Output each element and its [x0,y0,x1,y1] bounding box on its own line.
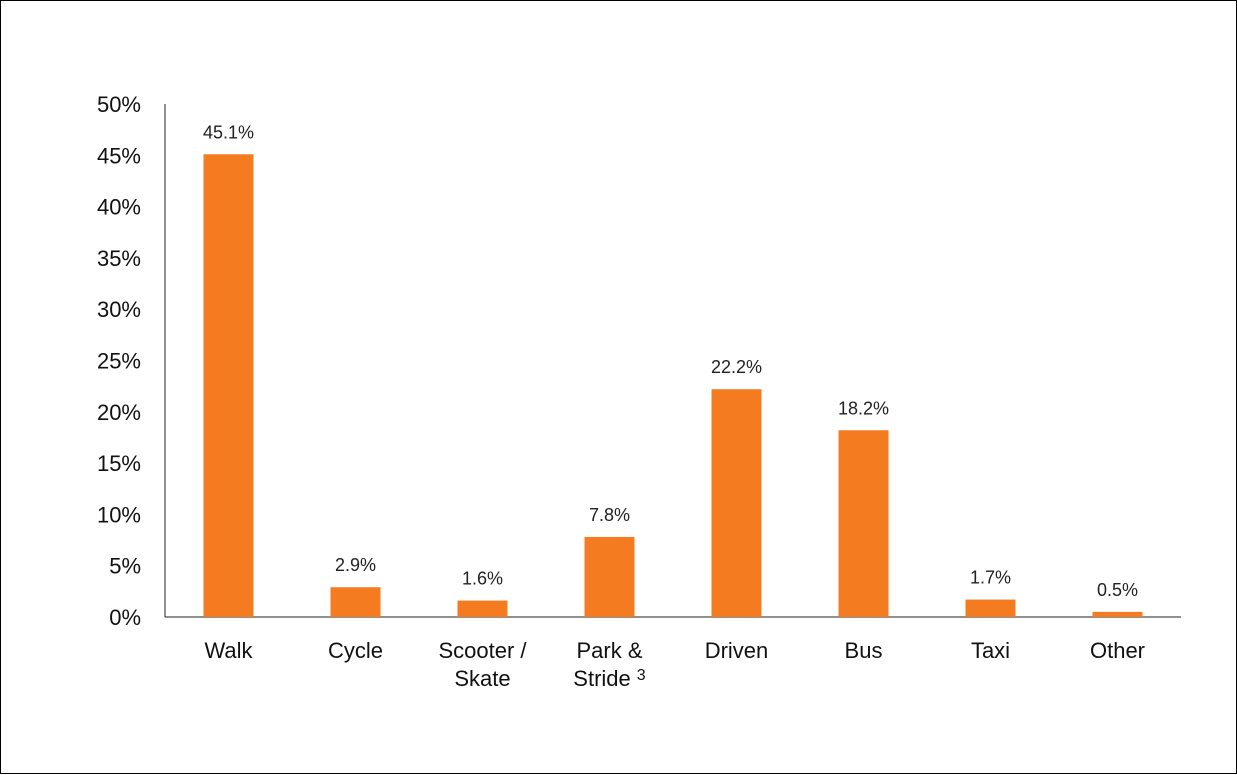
data-label: 2.9% [335,555,376,575]
y-tick-label: 30% [97,297,141,322]
y-tick-label: 15% [97,451,141,476]
data-label: 0.5% [1097,580,1138,600]
bar [838,430,889,617]
bar [1092,611,1143,617]
y-tick-label: 45% [97,143,141,168]
category-label: Walk [204,638,253,663]
category-label: Taxi [971,638,1010,663]
data-label: 22.2% [711,357,762,377]
data-label: 1.6% [462,569,503,589]
data-label: 1.7% [970,568,1011,588]
y-tick-label: 25% [97,349,141,374]
y-tick-label: 35% [97,246,141,271]
data-labels: 45.1% 2.9% 1.6% 7.8% 22.2% 18.2% 1.7% 0.5% [203,122,1138,600]
data-label: 45.1% [203,122,254,142]
bar [457,600,508,617]
bar [330,587,381,617]
bar [584,536,635,617]
y-tick-label: 5% [109,554,141,579]
bars [203,154,1143,618]
y-tick-label: 0% [109,605,141,630]
y-tick-label: 10% [97,502,141,527]
bar [965,599,1016,617]
category-label: Driven [705,638,769,663]
y-axis-ticks: 0% 5% 10% 15% 20% 25% 30% 35% 40% 45% 50% [97,92,141,630]
y-tick-label: 20% [97,400,141,425]
data-label: 18.2% [838,398,889,418]
y-tick-label: 50% [97,92,141,117]
data-label: 7.8% [589,505,630,525]
category-labels: Walk Cycle Scooter / Skate Park & Stride 3 Driv… [204,638,1145,691]
category-label: Bus [845,638,883,663]
category-label: Scooter / Skate [438,638,527,691]
category-label: Cycle [328,638,383,663]
bar [203,154,254,618]
bar [711,389,762,617]
category-label: Other [1090,638,1145,663]
category-label: Park & Stride 3 [573,638,645,691]
y-tick-label: 40% [97,195,141,220]
